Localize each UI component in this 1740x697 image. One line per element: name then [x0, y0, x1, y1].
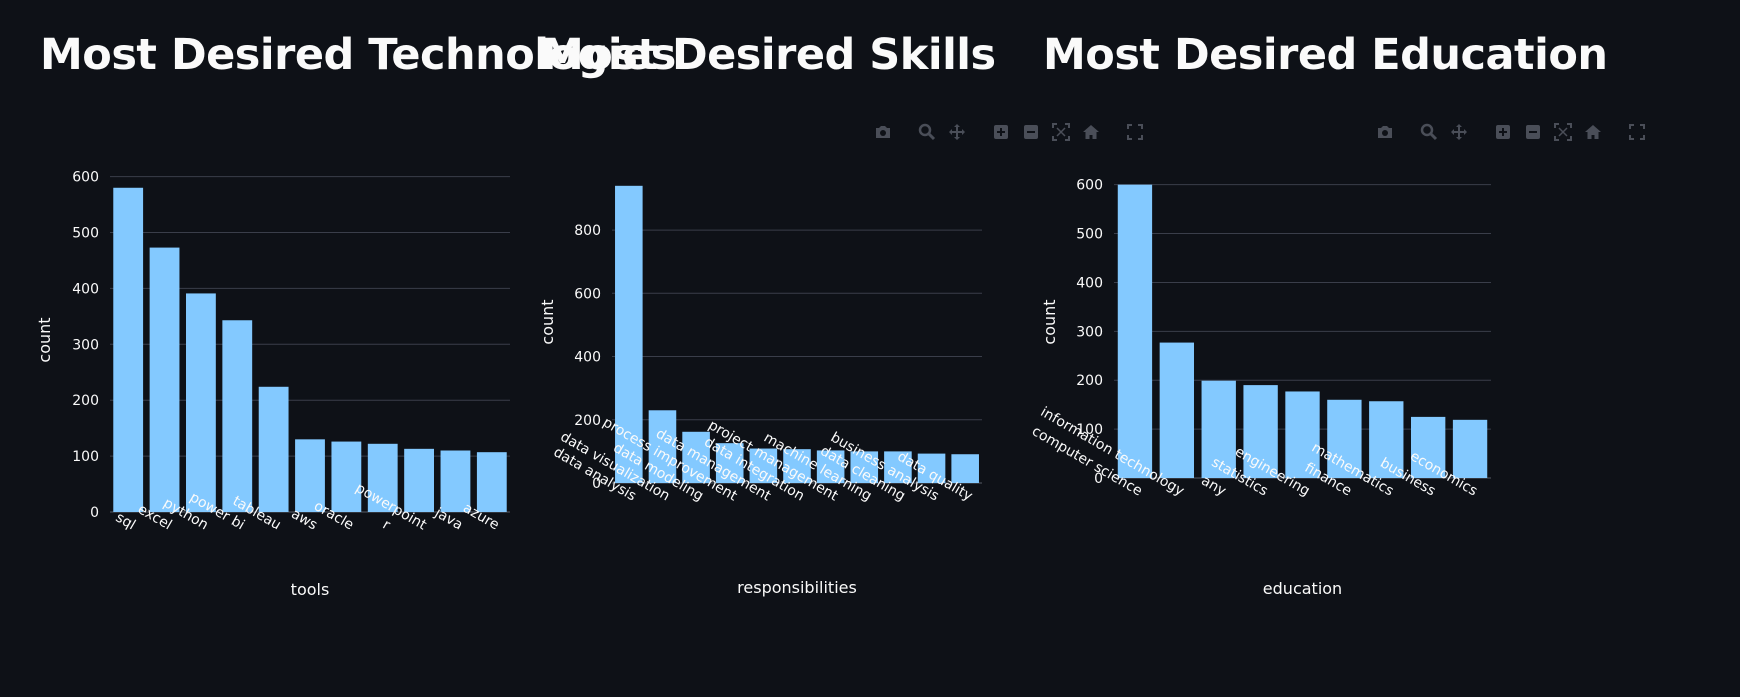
education-panel: Most Desired Education 0 100 200 300 400 500 6… [1043, 0, 1583, 697]
bar[interactable] [404, 449, 434, 512]
y-tick-label: 0 [90, 505, 99, 521]
bar[interactable] [1118, 185, 1152, 478]
bar[interactable] [331, 442, 361, 512]
bar[interactable] [1160, 343, 1194, 478]
skills-panel: Most Desired Skills 0 200 400 600 800 data an… [541, 0, 1081, 697]
y-axis-title: count [35, 317, 54, 362]
y-tick-label: 400 [1076, 275, 1103, 291]
bar[interactable] [113, 188, 143, 512]
bar[interactable] [150, 248, 180, 512]
x-tick-label: sql [113, 510, 138, 534]
y-tick-label: 300 [1076, 324, 1103, 340]
bar[interactable] [259, 387, 289, 512]
y-tick-label: 300 [72, 337, 99, 353]
fullscreen-icon[interactable] [1625, 120, 1649, 144]
home-icon[interactable] [1581, 120, 1605, 144]
y-tick-label: 500 [1076, 227, 1103, 243]
y-axis-title: count [1040, 299, 1059, 344]
x-axis-title: education [1263, 579, 1342, 598]
y-tick-label: 200 [72, 393, 99, 409]
y-axis-title: count [538, 299, 557, 344]
y-tick-label: 600 [1076, 178, 1103, 194]
x-tick-label: r [380, 517, 393, 534]
y-tick-label: 600 [574, 286, 601, 302]
y-tick-label: 800 [574, 223, 601, 239]
bar[interactable] [222, 320, 252, 512]
y-tick-label: 100 [72, 449, 99, 465]
y-tick-label: 400 [72, 281, 99, 297]
bar[interactable] [477, 452, 507, 512]
y-tick-label: 400 [574, 350, 601, 366]
y-tick-label: 200 [1076, 373, 1103, 389]
x-axis-title: responsibilities [737, 578, 857, 597]
bar[interactable] [186, 293, 216, 512]
bar[interactable] [1453, 420, 1487, 478]
y-axis: 0 100 200 300 400 500 600 [72, 170, 99, 521]
y-tick-label: 200 [574, 413, 601, 429]
y-tick-label: 500 [72, 225, 99, 241]
bars [113, 188, 506, 512]
y-tick-label: 600 [72, 170, 99, 186]
technologies-panel: Most Desired Technologies 0 100 200 300 400 5… [40, 0, 580, 697]
x-axis-title: tools [291, 580, 330, 599]
